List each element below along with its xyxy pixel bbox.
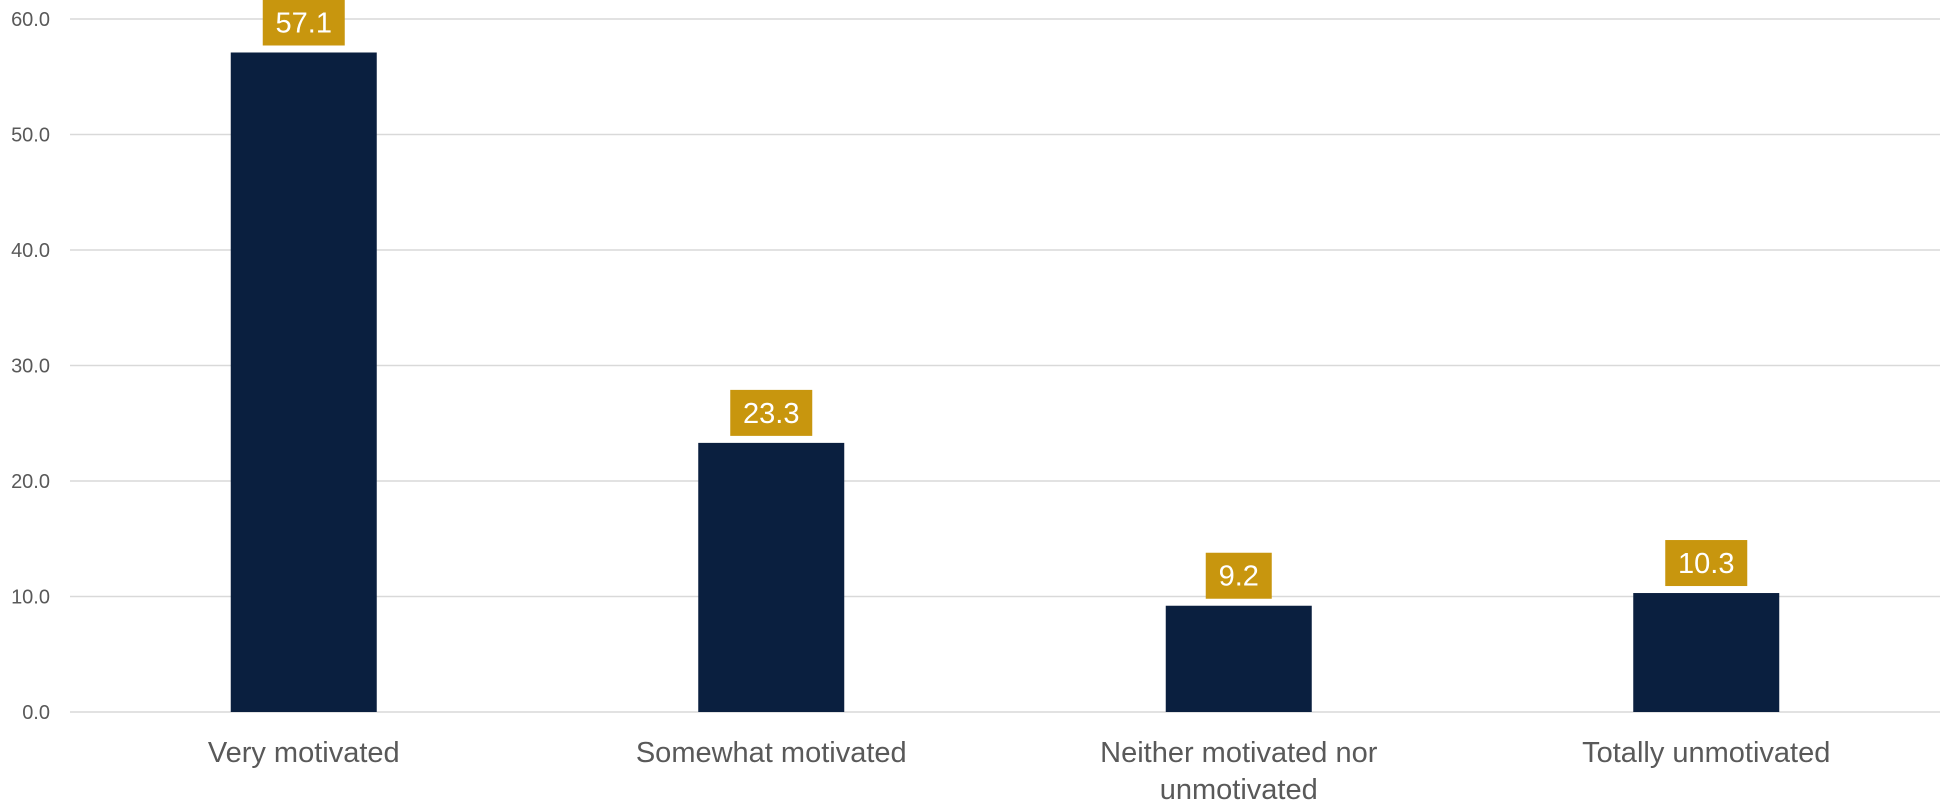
x-tick-label: Very motivated bbox=[208, 737, 400, 769]
x-tick-label: unmotivated bbox=[1160, 774, 1318, 803]
y-tick-label: 50.0 bbox=[11, 125, 50, 147]
data-label-box bbox=[730, 389, 813, 436]
bar bbox=[230, 52, 377, 713]
bar bbox=[1633, 593, 1780, 712]
data-label-box bbox=[262, 0, 345, 46]
data-label-box bbox=[1665, 540, 1748, 587]
x-tick-label: Totally unmotivated bbox=[1582, 737, 1830, 769]
x-tick-label: Neither motivated nor bbox=[1100, 737, 1378, 769]
y-tick-label: 0.0 bbox=[22, 702, 50, 724]
data-label: 10.3 bbox=[1678, 548, 1734, 580]
y-tick-label: 60.0 bbox=[11, 9, 50, 31]
bar bbox=[1165, 605, 1312, 712]
x-tick-label: Somewhat motivated bbox=[636, 737, 907, 769]
data-label-box bbox=[1205, 552, 1272, 599]
data-label: 57.1 bbox=[276, 7, 332, 39]
y-tick-label: 30.0 bbox=[11, 356, 50, 378]
data-label: 23.3 bbox=[743, 398, 799, 430]
data-label: 9.2 bbox=[1219, 561, 1259, 593]
y-tick-label: 40.0 bbox=[11, 240, 50, 262]
y-tick-label: 20.0 bbox=[11, 471, 50, 493]
bar bbox=[698, 442, 845, 712]
y-tick-label: 10.0 bbox=[11, 587, 50, 609]
